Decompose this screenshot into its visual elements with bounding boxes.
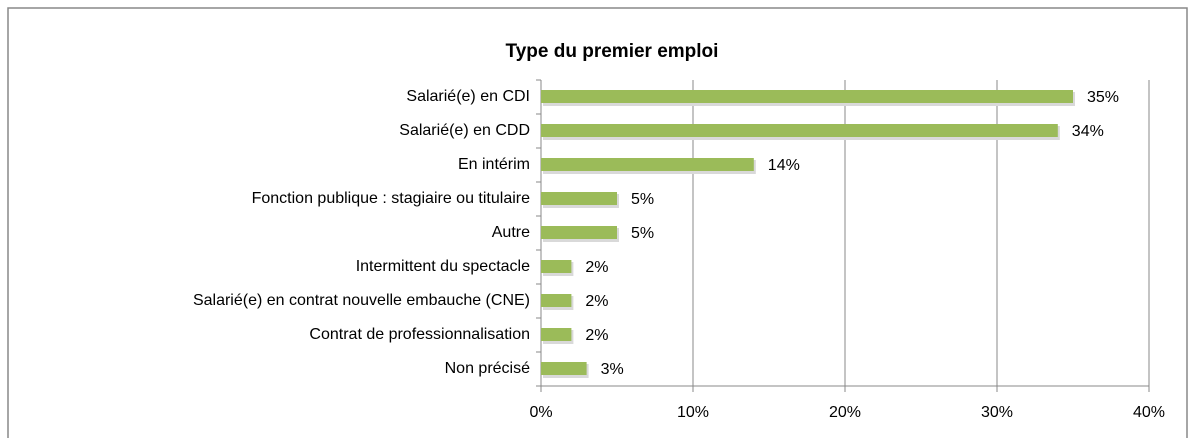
y-tick-label: Autre <box>492 224 530 241</box>
bar <box>541 294 572 307</box>
bar <box>541 192 617 205</box>
x-tick-label: 20% <box>829 404 861 421</box>
value-label: 2% <box>585 293 608 310</box>
value-label: 5% <box>631 225 654 242</box>
y-tick-label: En intérim <box>458 156 530 173</box>
y-tick-label: Non précisé <box>445 360 530 377</box>
y-tick-label: Salarié(e) en CDI <box>406 88 530 105</box>
y-tick-label: Fonction publique : stagiaire ou titulai… <box>252 190 530 207</box>
x-tick-label: 40% <box>1133 404 1165 421</box>
bar <box>541 124 1058 137</box>
value-label: 14% <box>768 157 800 174</box>
bar <box>541 90 1073 103</box>
bar <box>541 226 617 239</box>
bar <box>541 158 754 171</box>
bar <box>541 260 572 273</box>
y-tick-label: Salarié(e) en CDD <box>399 122 530 139</box>
value-label: 34% <box>1072 123 1104 140</box>
chart-title: Type du premier emploi <box>506 41 719 62</box>
y-tick-label: Intermittent du spectacle <box>356 258 530 275</box>
y-tick-label: Salarié(e) en contrat nouvelle embauche … <box>193 292 530 309</box>
bar <box>541 362 587 375</box>
bar <box>541 328 572 341</box>
value-label: 3% <box>601 361 624 378</box>
x-tick-label: 0% <box>529 404 552 421</box>
y-tick-label: Contrat de professionnalisation <box>309 326 530 343</box>
x-tick-label: 30% <box>981 404 1013 421</box>
value-label: 35% <box>1087 89 1119 106</box>
chart-frame <box>7 7 1188 438</box>
value-label: 2% <box>585 327 608 344</box>
x-tick-label: 10% <box>677 404 709 421</box>
value-label: 2% <box>585 259 608 276</box>
value-label: 5% <box>631 191 654 208</box>
